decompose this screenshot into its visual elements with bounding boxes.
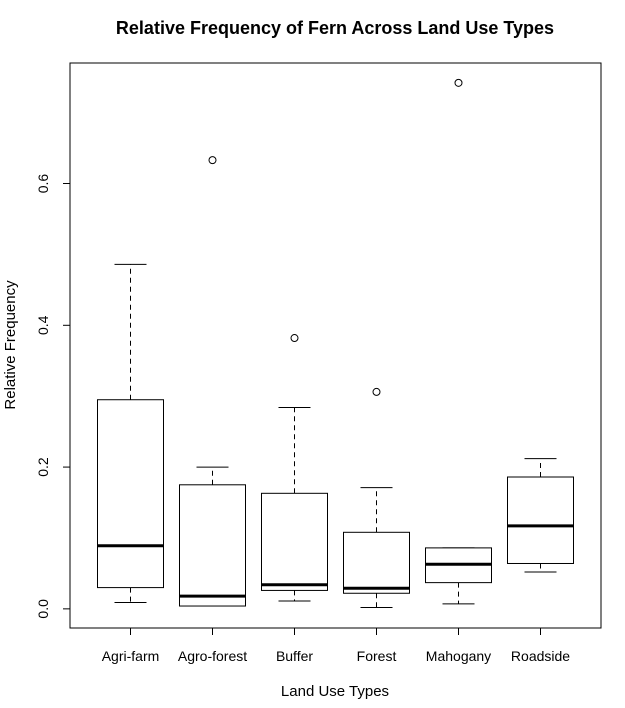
iqr-box — [343, 531, 410, 594]
plot-frame — [69, 62, 602, 629]
boxes-layer — [97, 78, 574, 608]
x-tick-label: Forest — [357, 648, 397, 664]
x-tick-label: Mahogany — [426, 648, 491, 664]
x-axis-label: Land Use Types — [281, 683, 389, 700]
outlier-point — [208, 156, 217, 165]
x-tick-label: Roadside — [511, 648, 570, 664]
box-agro-forest — [179, 156, 246, 607]
outlier-point — [372, 387, 381, 396]
x-tick-label: Buffer — [276, 648, 313, 664]
box-mahogany — [425, 78, 492, 605]
chart-title: Relative Frequency of Fern Across Land U… — [116, 18, 554, 38]
iqr-box — [261, 492, 328, 591]
outlier-point — [454, 78, 463, 87]
x-tick-label: Agri-farm — [102, 648, 160, 664]
iqr-box — [507, 476, 574, 564]
box-buffer — [261, 334, 328, 602]
outlier-point — [290, 334, 299, 343]
y-tick-label: 0.2 — [35, 457, 51, 477]
box-agri-farm — [97, 263, 164, 603]
y-axis: 0.0 0.2 0.4 0.6 — [35, 174, 70, 619]
box-forest — [343, 387, 410, 608]
y-axis-label: Relative Frequency — [2, 280, 19, 410]
y-tick-label: 0.0 — [35, 599, 51, 619]
y-tick-label: 0.4 — [35, 315, 51, 335]
iqr-box — [179, 484, 246, 607]
x-axis: Agri-farm Agro-forest Buffer Forest Mahogany… — [102, 628, 570, 664]
box-roadside — [507, 458, 574, 573]
iqr-box — [97, 399, 164, 589]
y-tick-label: 0.6 — [35, 174, 51, 194]
x-tick-label: Agro-forest — [178, 648, 247, 664]
